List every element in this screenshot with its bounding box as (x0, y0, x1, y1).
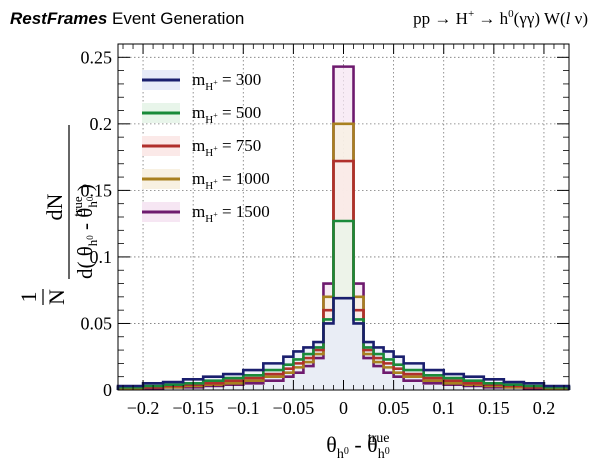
x-label-sub: h (337, 447, 344, 462)
y-tick-label: 0 (103, 380, 112, 400)
x-tick-label: 0.05 (378, 398, 410, 418)
x-tick-label: −0.05 (273, 398, 315, 418)
x-label-subsup: 0 (344, 446, 349, 457)
x-tick-label: 0.15 (478, 398, 510, 418)
y-frac1-num: 1 (16, 292, 41, 303)
axis-ticks (118, 44, 569, 391)
x-tick-label: −0.1 (227, 398, 260, 418)
series-line-0 (116, 296, 571, 390)
axis-tick-labels: −0.2 −0.15 −0.1 −0.05 0 0.05 0.1 0.15 0.2 0 0.05 0.… (81, 47, 556, 418)
process-rhs: (γγ) W( (514, 9, 566, 28)
brand-rest: Event Generation (107, 9, 244, 28)
y-frac2-num: dN (42, 193, 67, 220)
x-label-subsup2: 0 (385, 446, 390, 457)
process-lhs-sup: + (468, 8, 474, 20)
brand-bold: RestFrames (10, 9, 107, 28)
y-den-mid: - θ (73, 208, 97, 236)
legend: mH+ = 300 mH+ = 500 mH+ = 750 mH+ = 1000 mH+… (142, 70, 270, 225)
y-frac2-den: d( θh0 - θh0true ) (70, 184, 100, 279)
series-line-1 (116, 219, 571, 390)
series-line-3 (116, 122, 571, 390)
process-mid-sup: 0 (508, 8, 514, 20)
brand-title: RestFrames Event Generation (10, 9, 244, 28)
x-tick-label: −0.15 (172, 398, 214, 418)
y-den-subsup2: 0 (85, 196, 95, 201)
y-tick-label: 0.05 (81, 313, 113, 333)
y-den-true: true (70, 196, 85, 216)
x-label-minus: - θ (349, 432, 378, 457)
legend-label-4: mH+ = 1500 (192, 202, 270, 225)
x-label-sub2: h (378, 447, 385, 462)
process-mid: → h (474, 9, 509, 28)
x-tick-label: 0.2 (533, 398, 556, 418)
x-tick-label: 0 (339, 398, 348, 418)
process-label: pp → H+ → h0(γγ) W(l ν) (413, 8, 588, 28)
x-label-true: true (368, 431, 390, 446)
y-tick-label: 0.15 (81, 180, 113, 200)
y-den-end: ) (73, 184, 97, 196)
x-label-theta: θ (326, 432, 337, 457)
legend-label-3: mH+ = 1000 (192, 169, 270, 192)
process-lep: l (566, 9, 571, 28)
legend-label-2: mH+ = 750 (192, 136, 261, 159)
y-den-subsup: 0 (85, 235, 95, 240)
histogram-fills (118, 66, 569, 390)
y-axis-label: 1 N dN d( θh0 - θh0true ) (16, 125, 100, 305)
legend-label-1: mH+ = 500 (192, 103, 261, 126)
x-tick-label: 0.1 (432, 398, 455, 418)
x-axis-label: θh0 - θh0true (326, 431, 389, 462)
legend-label-0: mH+ = 300 (192, 70, 261, 93)
y-tick-label: 0.25 (81, 47, 113, 67)
y-den-theta: d( θ (73, 246, 97, 279)
process-nu: ν) (570, 9, 588, 28)
y-tick-label: 0.1 (90, 247, 113, 267)
series-fill-0 (118, 298, 569, 390)
process-lhs: pp → H (413, 9, 468, 28)
y-den-sub2: h (85, 201, 100, 208)
series-line-2 (116, 159, 571, 390)
y-den-sub: h (85, 239, 100, 246)
y-frac1-den: N (44, 289, 69, 305)
x-tick-label: −0.2 (127, 398, 160, 418)
y-tick-label: 0.2 (90, 114, 113, 134)
